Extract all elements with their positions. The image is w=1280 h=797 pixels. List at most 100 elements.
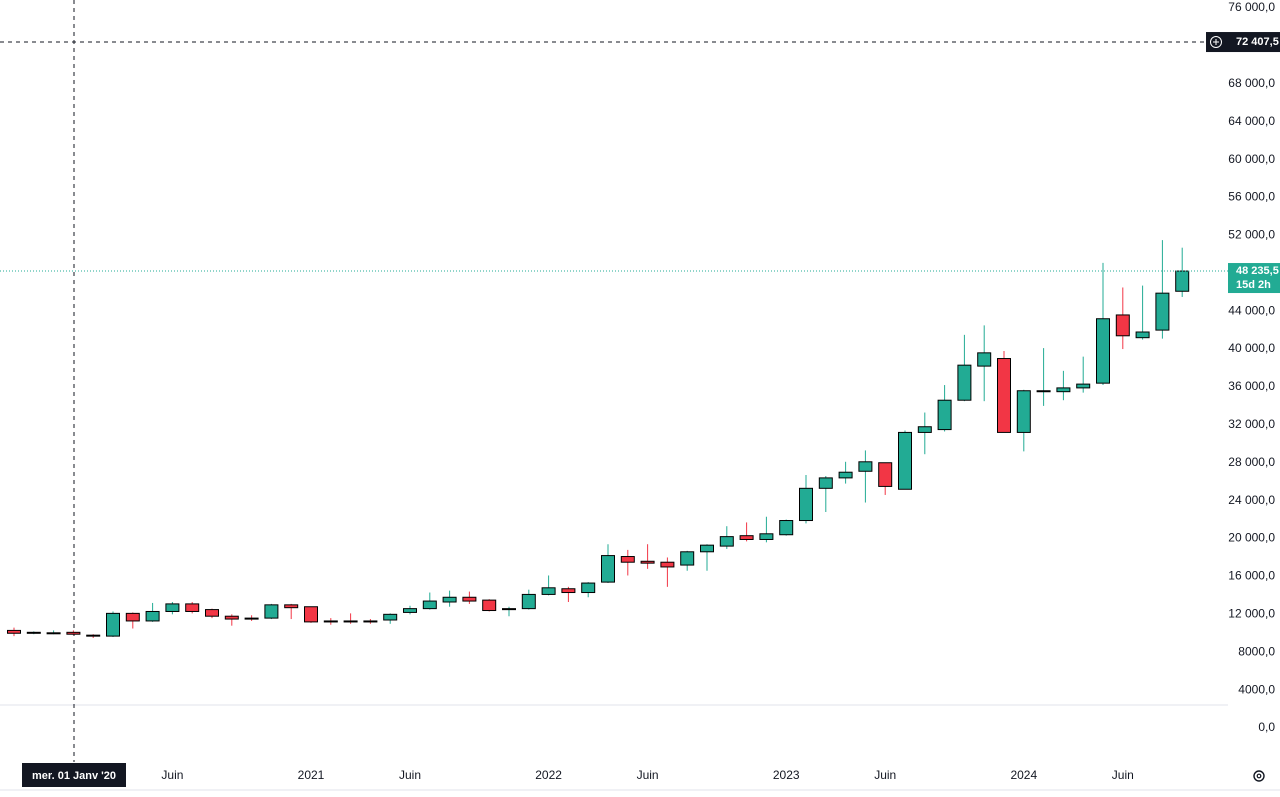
candle-body — [799, 487, 813, 522]
candle-body — [700, 544, 714, 553]
candle-body — [26, 631, 41, 634]
candle-body — [660, 561, 675, 568]
crosshair-price-label: 72 407,5 — [1236, 36, 1279, 48]
candle-body — [224, 615, 239, 620]
candle-body — [284, 604, 299, 609]
candle-body — [145, 610, 160, 622]
crosshair-date-label: mer. 01 Janv '20 — [32, 770, 116, 782]
x-tick-label: Juin — [637, 768, 659, 782]
candle-body — [739, 535, 754, 540]
candle-body — [343, 620, 358, 623]
candle-body — [1016, 390, 1031, 433]
crosshair-date-box — [22, 763, 126, 787]
candle-body — [640, 560, 655, 564]
candle-body — [86, 634, 101, 637]
candle-body — [957, 364, 972, 401]
last-price-label: 48 235,5 — [1236, 265, 1279, 277]
candle-body — [1115, 314, 1130, 337]
y-tick-label: 40 000,0 — [1228, 341, 1275, 355]
candle-body — [1056, 387, 1071, 393]
candle-body — [125, 612, 140, 622]
y-tick-label: 36 000,0 — [1228, 379, 1275, 393]
x-tick-label: 2024 — [1010, 768, 1037, 782]
candle-body — [620, 556, 635, 563]
candle-body — [1096, 318, 1110, 384]
candle-body — [205, 609, 219, 617]
candle-body — [858, 461, 873, 472]
y-tick-label: 60 000,0 — [1228, 152, 1275, 166]
y-tick-label: 12 000,0 — [1228, 606, 1275, 620]
candle-body — [66, 631, 81, 635]
crosshair-add-icon[interactable] — [1210, 36, 1222, 49]
candle-body — [818, 477, 833, 489]
candle-body — [878, 462, 893, 487]
candle-body — [1135, 331, 1150, 339]
candle-body — [304, 606, 318, 623]
y-tick-label: 8000,0 — [1238, 644, 1275, 658]
candle-body — [363, 620, 378, 623]
candle-body — [264, 604, 279, 619]
candle-body — [1155, 292, 1170, 331]
candle-body — [1175, 270, 1190, 292]
candle-body — [898, 431, 912, 490]
y-tick-label: 32 000,0 — [1228, 417, 1275, 431]
candle-body — [403, 608, 417, 613]
candle-body — [779, 520, 794, 536]
y-tick-label: 68 000,0 — [1228, 76, 1275, 90]
crosshair-price-box — [1206, 32, 1280, 53]
candle-body — [106, 612, 120, 637]
candle-body — [977, 352, 992, 367]
candle-body — [502, 608, 516, 611]
x-tick-label: 2023 — [773, 768, 800, 782]
candle-body — [7, 629, 21, 634]
x-tick-label: Juin — [1112, 768, 1134, 782]
candle-body — [680, 551, 695, 566]
candle-body — [462, 596, 477, 602]
y-tick-label: 4000,0 — [1238, 682, 1275, 696]
candle-body — [541, 587, 556, 595]
candle-body — [244, 617, 259, 620]
candle-body — [46, 632, 61, 635]
y-tick-label: 0,0 — [1258, 720, 1275, 734]
y-tick-label: 76 000,0 — [1228, 0, 1275, 14]
candle-body — [165, 603, 180, 612]
candle-body — [601, 555, 615, 583]
settings-icon[interactable] — [1253, 770, 1265, 782]
y-tick-label: 44 000,0 — [1228, 303, 1275, 317]
candle-body — [838, 471, 853, 479]
candle-body — [581, 582, 596, 594]
candle-body — [561, 588, 576, 594]
gear-icon[interactable] — [1253, 770, 1265, 782]
y-tick-label: 56 000,0 — [1228, 190, 1275, 204]
x-tick-label: Juin — [399, 768, 421, 782]
y-tick-label: 52 000,0 — [1228, 228, 1275, 242]
candle-body — [719, 536, 734, 547]
candle-body — [185, 603, 200, 612]
candle-body — [422, 600, 437, 610]
marks — [7, 240, 1190, 638]
x-tick-label: Juin — [874, 768, 896, 782]
candle-body — [442, 596, 457, 603]
candle-body — [482, 599, 497, 612]
x-tick-label: Juin — [161, 768, 183, 782]
candle-body — [521, 593, 536, 610]
candle-body — [917, 426, 932, 433]
x-tick-label: 2021 — [298, 768, 325, 782]
candle-body — [383, 613, 398, 621]
candle-body — [1076, 383, 1091, 389]
x-tick-label: 2022 — [535, 768, 562, 782]
y-tick-label: 16 000,0 — [1228, 569, 1275, 583]
candle-body — [759, 533, 774, 540]
gear-hub — [1256, 773, 1262, 779]
y-tick-label: 28 000,0 — [1228, 455, 1275, 469]
candle-body — [1036, 390, 1051, 393]
candle-body — [997, 358, 1011, 433]
candle-body — [937, 399, 952, 431]
crosshair-add-plus — [1213, 39, 1219, 46]
y-tick-label: 20 000,0 — [1228, 531, 1275, 545]
last-price-box — [1228, 263, 1280, 294]
y-tick-label: 64 000,0 — [1228, 114, 1275, 128]
candle-body — [323, 620, 338, 623]
